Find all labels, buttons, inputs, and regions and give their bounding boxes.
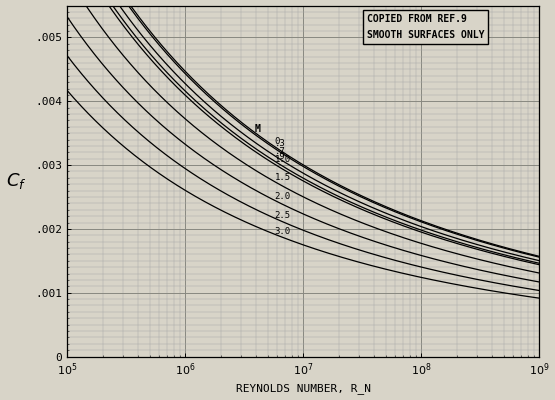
Text: .3: .3	[275, 139, 285, 148]
Text: COPIED FROM REF.9
SMOOTH SURFACES ONLY: COPIED FROM REF.9 SMOOTH SURFACES ONLY	[367, 14, 485, 40]
Text: 2.0: 2.0	[275, 192, 291, 201]
Text: M: M	[255, 124, 261, 134]
Text: .7: .7	[275, 147, 285, 156]
Text: 1.5: 1.5	[275, 173, 291, 182]
Text: 1.0: 1.0	[275, 155, 291, 164]
Text: 3.0: 3.0	[275, 227, 291, 236]
Text: .9: .9	[275, 152, 285, 161]
Y-axis label: $C_f$: $C_f$	[6, 171, 26, 191]
Text: 0: 0	[275, 137, 280, 146]
Text: 2.5: 2.5	[275, 210, 291, 220]
X-axis label: REYNOLDS NUMBER, R_N: REYNOLDS NUMBER, R_N	[236, 384, 371, 394]
